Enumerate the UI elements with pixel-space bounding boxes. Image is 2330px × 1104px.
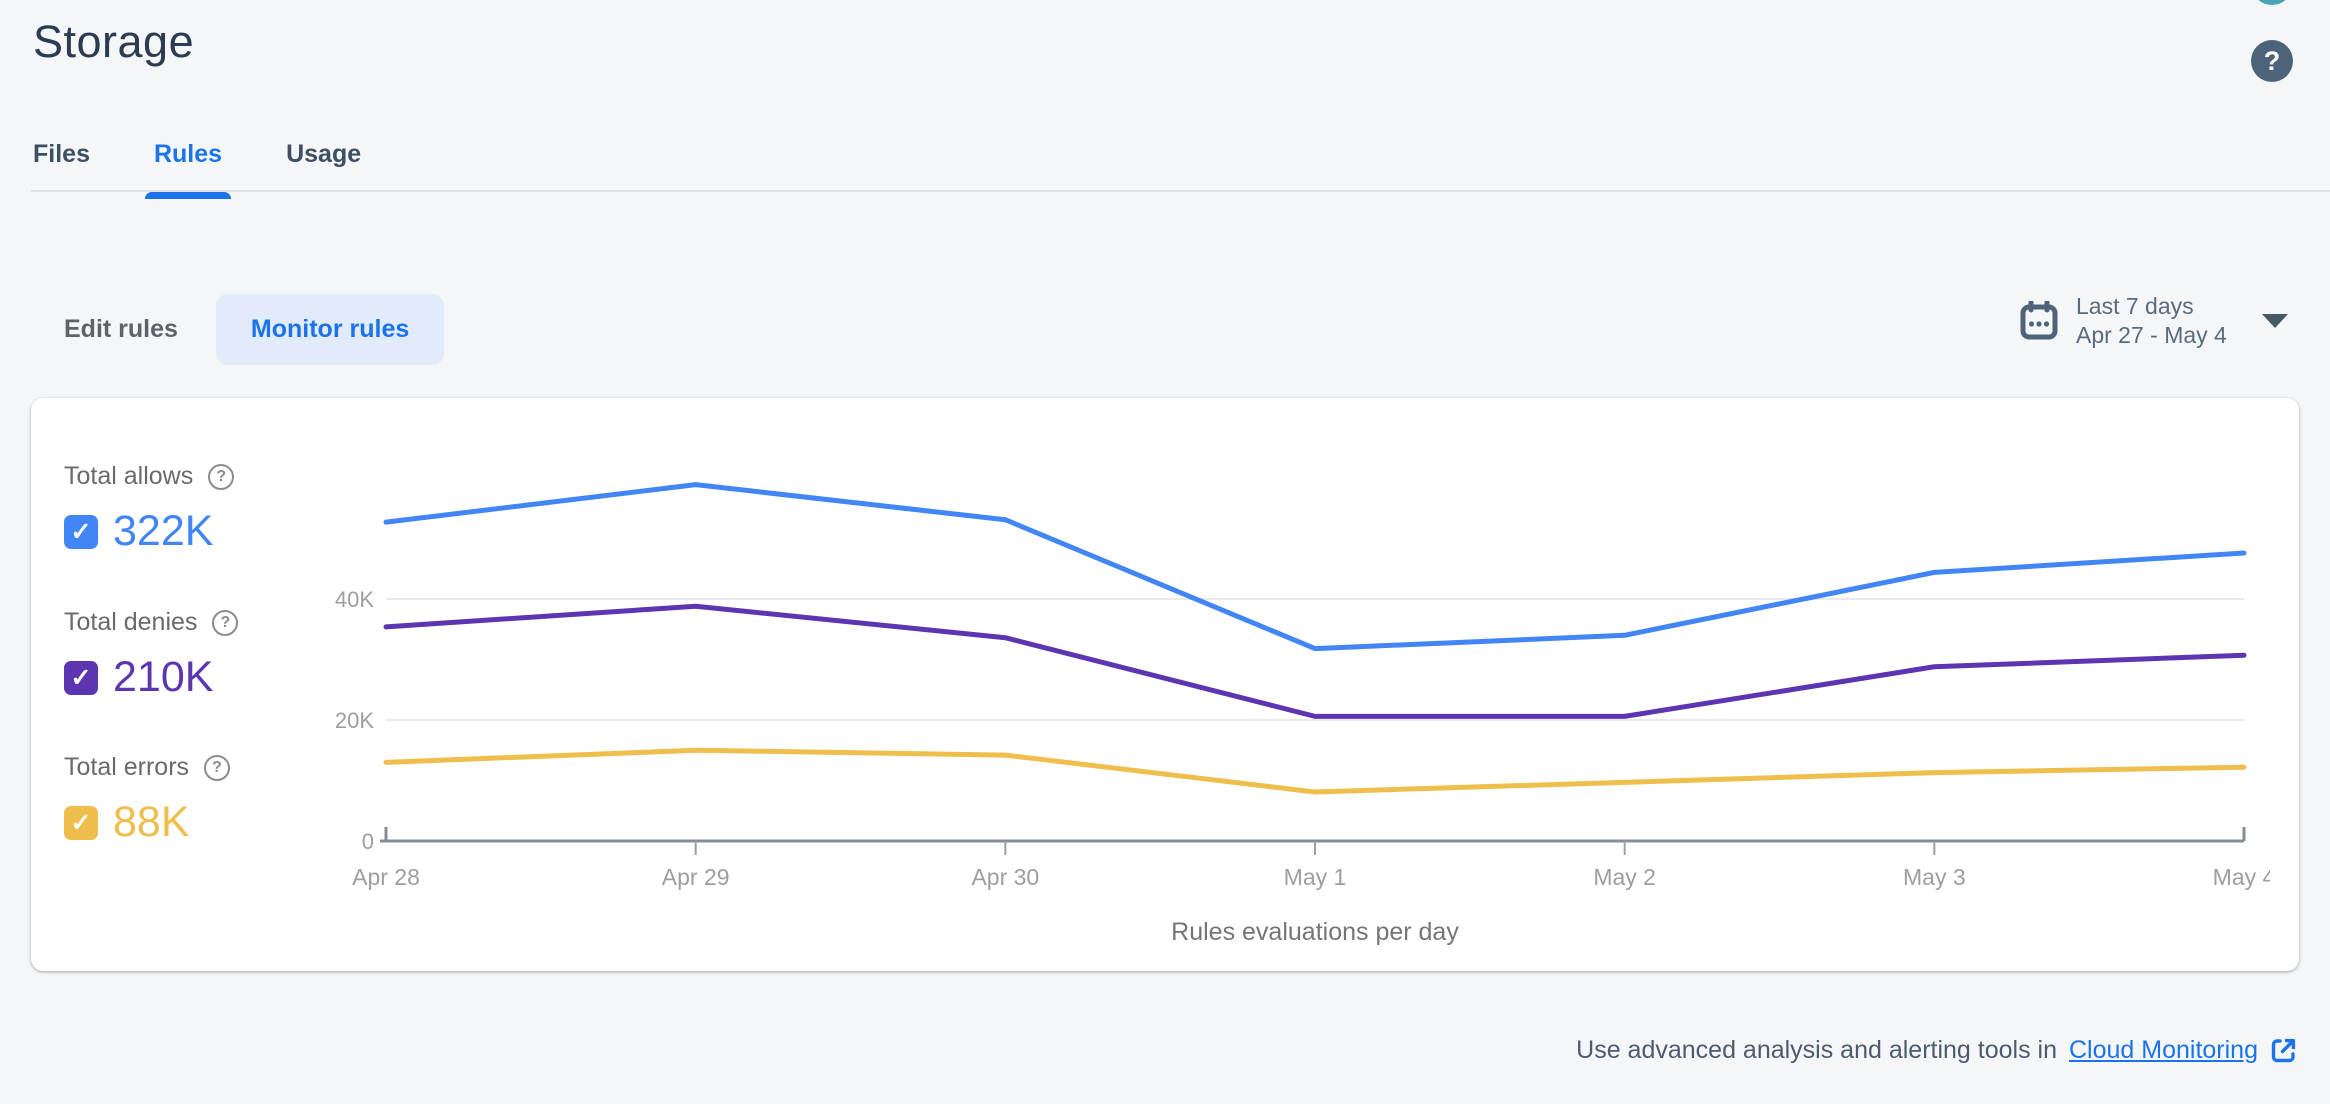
series-line-total-errors bbox=[383, 747, 2247, 795]
footer-text: Use advanced analysis and alerting tools… bbox=[1576, 1036, 2057, 1064]
monitor-rules-card: Total allows ? ✓ 322K Total denies ? ✓ 2… bbox=[31, 398, 2299, 971]
x-axis-label: May 1 bbox=[1284, 864, 1347, 890]
stat-label: Total denies bbox=[64, 608, 198, 636]
active-tab-indicator bbox=[144, 192, 232, 199]
tabs-divider bbox=[31, 190, 2330, 192]
page-title: Storage bbox=[33, 16, 195, 67]
series-line-total-denies bbox=[383, 603, 2247, 719]
stat-value: 322K bbox=[113, 507, 214, 555]
dropdown-arrow-icon bbox=[2262, 314, 2288, 328]
y-axis-label: 40K bbox=[335, 587, 374, 612]
calendar-icon bbox=[2020, 301, 2058, 340]
date-range-primary: Last 7 days bbox=[2076, 293, 2194, 319]
help-icon[interactable]: ? bbox=[204, 754, 231, 781]
x-axis-label: Apr 29 bbox=[662, 864, 730, 890]
date-range-secondary: Apr 27 - May 4 bbox=[2076, 322, 2227, 348]
date-range-text: Last 7 days Apr 27 - May 4 bbox=[2076, 292, 2236, 350]
denies-checkbox[interactable]: ✓ bbox=[64, 660, 98, 695]
x-axis-label: May 4 bbox=[2213, 864, 2270, 890]
help-icon[interactable]: ? bbox=[212, 609, 239, 636]
x-axis-label: May 2 bbox=[1593, 864, 1656, 890]
monitor-rules-button[interactable]: Monitor rules bbox=[215, 293, 445, 365]
stat-total-allows: Total allows ? ✓ 322K bbox=[64, 462, 235, 556]
edit-rules-button[interactable]: Edit rules bbox=[64, 314, 178, 343]
question-mark-icon: ? bbox=[2263, 45, 2281, 76]
chart-caption: Rules evaluations per day bbox=[1171, 918, 1459, 946]
help-icon[interactable]: ? bbox=[208, 463, 235, 490]
external-link-icon[interactable] bbox=[2270, 1037, 2297, 1064]
x-axis-label: Apr 28 bbox=[352, 864, 420, 890]
check-icon: ✓ bbox=[70, 517, 92, 546]
y-axis-label: 0 bbox=[362, 829, 374, 854]
footer: Use advanced analysis and alerting tools… bbox=[1576, 1036, 2297, 1065]
rules-evaluations-chart: 0 20K 40K Apr 28 Apr 29 Apr 30 May 1 May 2 May 3… bbox=[335, 482, 2270, 946]
check-icon: ✓ bbox=[70, 663, 92, 692]
tab-usage[interactable]: Usage bbox=[286, 140, 362, 168]
stat-value: 210K bbox=[113, 653, 214, 701]
help-button[interactable]: ? bbox=[2251, 40, 2293, 82]
rules-toolbar: Edit rules Monitor rules bbox=[64, 293, 445, 365]
x-axis-label: May 3 bbox=[1903, 864, 1966, 890]
tab-files[interactable]: Files bbox=[33, 140, 90, 168]
cloud-monitoring-link[interactable]: Cloud Monitoring bbox=[2069, 1036, 2258, 1064]
tab-bar: Files Rules Usage bbox=[33, 140, 361, 199]
y-axis-label: 20K bbox=[335, 708, 374, 733]
stat-total-denies: Total denies ? ✓ 210K bbox=[64, 608, 239, 702]
allows-checkbox[interactable]: ✓ bbox=[64, 514, 98, 549]
stat-value: 88K bbox=[113, 798, 190, 846]
series-line-total-allows bbox=[383, 482, 2247, 652]
errors-checkbox[interactable]: ✓ bbox=[64, 805, 98, 840]
stat-total-errors: Total errors ? ✓ 88K bbox=[64, 753, 231, 847]
avatar[interactable] bbox=[2251, 0, 2293, 5]
x-axis-label: Apr 30 bbox=[971, 864, 1039, 890]
stat-label: Total errors bbox=[64, 753, 190, 781]
tab-rules[interactable]: Rules bbox=[144, 140, 232, 199]
stat-label: Total allows bbox=[64, 462, 194, 490]
date-range-selector[interactable]: Last 7 days Apr 27 - May 4 bbox=[2020, 292, 2288, 350]
check-icon: ✓ bbox=[70, 808, 92, 837]
